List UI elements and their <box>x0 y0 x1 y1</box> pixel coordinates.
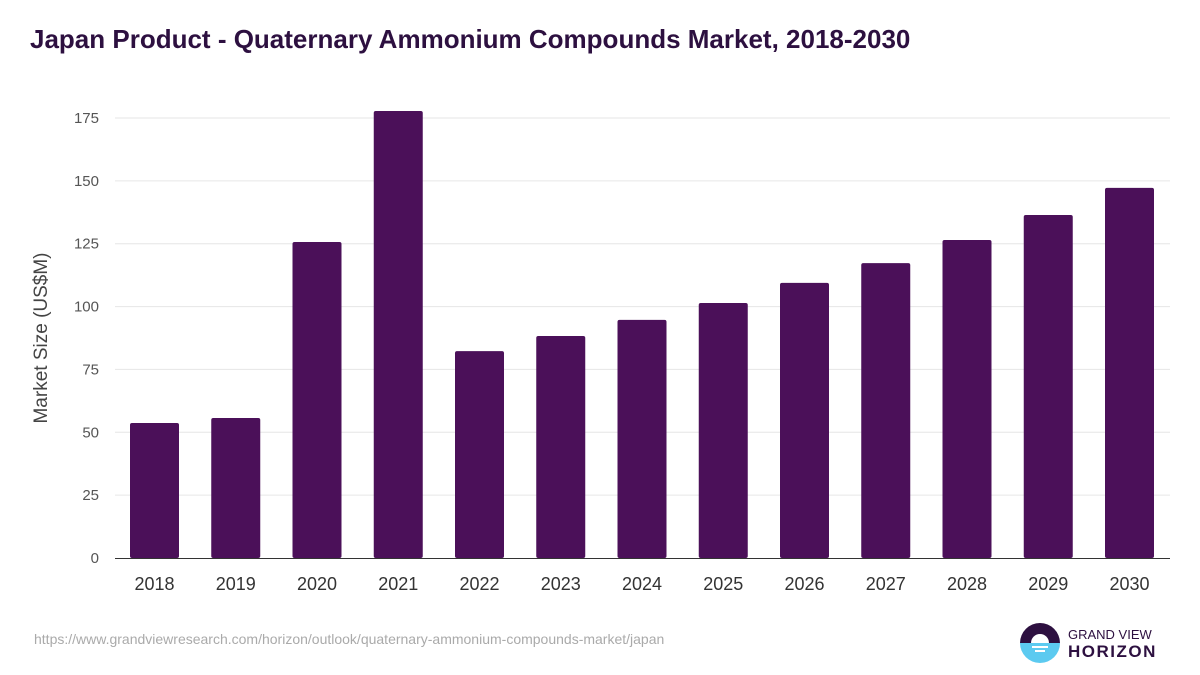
bar-2023 <box>536 335 586 558</box>
logo-line1: GRAND VIEW <box>1068 627 1153 642</box>
x-tick-label: 2026 <box>784 574 824 594</box>
x-tick-label: 2022 <box>459 574 499 594</box>
y-tick-label: 125 <box>74 236 99 253</box>
y-axis-label: Market Size (US$M) <box>31 252 52 423</box>
chart-title: Japan Product - Quaternary Ammonium Comp… <box>30 24 911 54</box>
x-tick-label: 2030 <box>1109 574 1149 594</box>
bar-2022 <box>455 351 504 558</box>
y-tick-label: 25 <box>82 487 99 504</box>
bar-2024 <box>617 319 667 558</box>
logo-line2: HORIZON <box>1068 642 1157 661</box>
x-tick-label: 2024 <box>622 574 662 594</box>
x-tick-label: 2028 <box>947 574 987 594</box>
bar-2020 <box>292 241 342 558</box>
bar-2019 <box>211 417 261 558</box>
x-tick-label: 2025 <box>703 574 743 594</box>
source-url[interactable]: https://www.grandviewresearch.com/horizo… <box>34 631 665 647</box>
x-tick-label: 2018 <box>134 574 174 594</box>
x-tick-label: 2020 <box>297 574 337 594</box>
bar-2028 <box>942 239 992 558</box>
x-tick-label: 2019 <box>216 574 256 594</box>
x-tick-label: 2023 <box>541 574 581 594</box>
y-tick-label: 50 <box>82 424 99 441</box>
y-tick-label: 75 <box>82 361 99 378</box>
bar-2029 <box>1023 215 1073 558</box>
y-tick-label: 175 <box>74 110 99 127</box>
horizon-logo-icon <box>1020 623 1060 663</box>
bar-2021 <box>373 110 423 559</box>
grand-view-horizon-logo: GRAND VIEW HORIZON <box>1020 623 1157 663</box>
y-tick-label: 100 <box>74 299 99 316</box>
bar-2018 <box>130 422 179 558</box>
y-tick-label: 0 <box>91 550 99 567</box>
x-tick-label: 2027 <box>866 574 906 594</box>
y-tick-label: 150 <box>74 173 99 190</box>
bar-2027 <box>861 263 911 558</box>
x-tick-label: 2029 <box>1028 574 1068 594</box>
x-tick-label: 2021 <box>378 574 418 594</box>
bar-2025 <box>698 303 748 558</box>
bar-2030 <box>1105 187 1154 558</box>
bar-2026 <box>780 282 829 558</box>
